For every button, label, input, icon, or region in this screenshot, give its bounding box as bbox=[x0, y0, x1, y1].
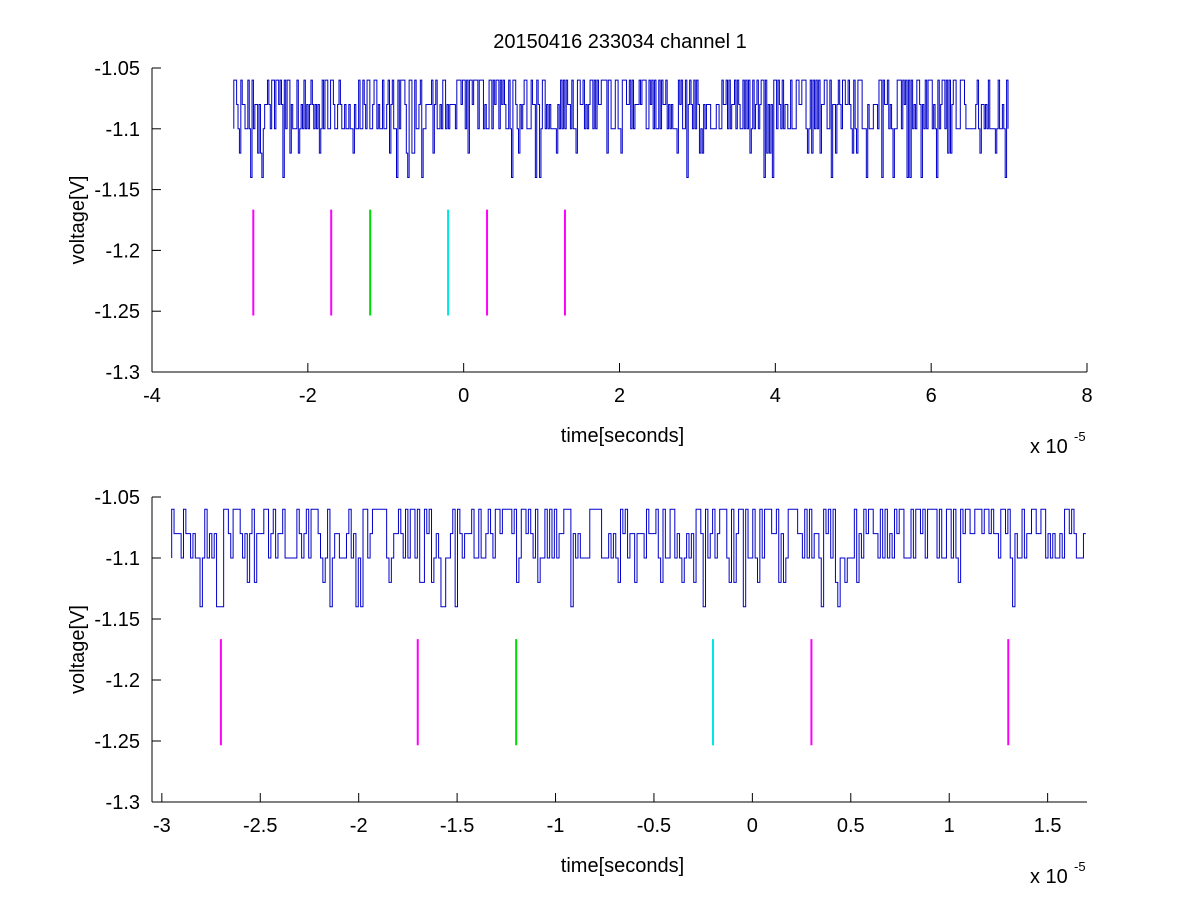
y-axis-label: voltage[V] bbox=[67, 176, 89, 265]
y-axis-label: voltage[V] bbox=[67, 605, 89, 694]
signal-trace bbox=[171, 508, 1086, 608]
x-tick-label: 2 bbox=[614, 385, 625, 407]
y-tick-label: -1.1 bbox=[106, 548, 140, 570]
y-tick-label: -1.05 bbox=[94, 58, 140, 80]
y-tick-label: -1.15 bbox=[94, 609, 140, 631]
x-tick-label: -0.5 bbox=[637, 815, 671, 837]
chart-title: 20150416 233034 channel 1 bbox=[493, 31, 747, 53]
top-axes: -4 -2 0 2 4 6 8 -1.3 -1.25 -1.2 -1.15 -1.1 -1.05 time… bbox=[67, 58, 1093, 458]
y-tick-label: -1.3 bbox=[106, 362, 140, 384]
x-tick-label: 8 bbox=[1081, 385, 1092, 407]
x-tick-label: 1 bbox=[944, 815, 955, 837]
y-tick-label: -1.2 bbox=[106, 240, 140, 262]
y-tick-label: -1.3 bbox=[106, 792, 140, 814]
y-tick-label: -1.25 bbox=[94, 301, 140, 323]
x-multiplier-label: x 10 bbox=[1030, 866, 1068, 888]
x-multiplier-exponent: -5 bbox=[1074, 859, 1086, 874]
y-tick-label: -1.05 bbox=[94, 487, 140, 509]
x-tick-label: 0 bbox=[747, 815, 758, 837]
x-multiplier-exponent: -5 bbox=[1074, 429, 1086, 444]
x-tick-label: -1.5 bbox=[440, 815, 474, 837]
signal-trace bbox=[233, 79, 1009, 178]
x-axis-label: time[seconds] bbox=[561, 425, 684, 447]
x-tick-label: -2 bbox=[350, 815, 368, 837]
x-tick-label: 0.5 bbox=[837, 815, 865, 837]
bottom-axes: -3 -2.5 -2 -1.5 -1 -0.5 0 0.5 1 1.5 -1.3 -1.25 -1.2 -… bbox=[67, 487, 1087, 888]
x-tick-label: -2.5 bbox=[243, 815, 277, 837]
x-tick-label: -4 bbox=[143, 385, 161, 407]
x-tick-label: -2 bbox=[299, 385, 317, 407]
x-tick-label: 4 bbox=[770, 385, 781, 407]
x-multiplier-label: x 10 bbox=[1030, 436, 1068, 458]
y-tick-label: -1.25 bbox=[94, 731, 140, 753]
x-tick-label: -3 bbox=[153, 815, 171, 837]
y-tick-label: -1.15 bbox=[94, 180, 140, 202]
x-tick-label: 1.5 bbox=[1034, 815, 1062, 837]
y-tick-label: -1.2 bbox=[106, 670, 140, 692]
x-tick-label: 0 bbox=[458, 385, 469, 407]
y-tick-label: -1.1 bbox=[106, 119, 140, 141]
x-axis-label: time[seconds] bbox=[561, 855, 684, 877]
x-tick-label: -1 bbox=[547, 815, 565, 837]
x-tick-label: 6 bbox=[926, 385, 937, 407]
